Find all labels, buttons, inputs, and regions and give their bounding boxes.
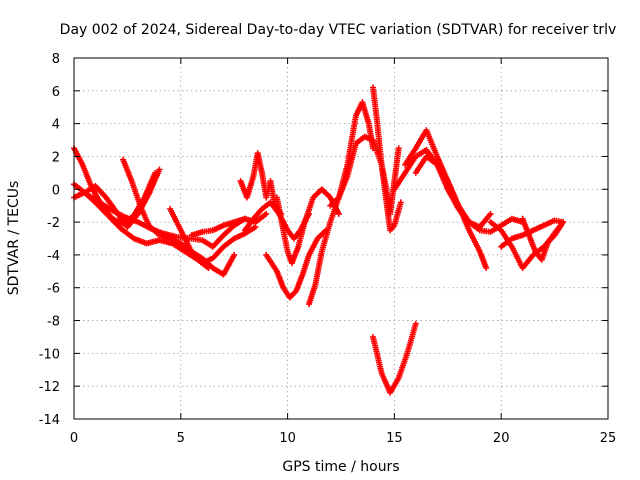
series-markers — [370, 320, 419, 396]
plot-frame — [73, 57, 609, 420]
x-tick-label: 10 — [279, 431, 296, 446]
series-sat-l — [306, 99, 376, 308]
axis-ticks: 0 5 10 15 20 25 -14 -12 -10 -8 -6 -4 -2 0 2 4 6 8 — [39, 52, 617, 446]
y-tick-label: 4 — [52, 118, 60, 133]
x-tick-label: 0 — [70, 431, 78, 446]
series-sat-o — [370, 320, 419, 396]
series-sat-u — [519, 215, 567, 263]
series-sat-r — [412, 153, 526, 235]
chart-title: Day 002 of 2024, Sidereal Day-to-day VTE… — [60, 22, 617, 38]
series-markers — [237, 150, 285, 217]
y-axis-label: SDTVAR / TECUs — [6, 181, 22, 296]
series-sat-k — [273, 186, 342, 267]
y-tick-label: 0 — [52, 183, 60, 198]
y-tick-label: -4 — [47, 249, 60, 264]
data-layer — [71, 84, 567, 396]
series-sat-q — [402, 127, 490, 271]
y-tick-label: 8 — [52, 52, 60, 67]
series-sat-j — [263, 227, 329, 301]
y-tick-label: -2 — [47, 216, 60, 231]
y-tick-label: -10 — [39, 347, 60, 362]
y-tick-label: -6 — [47, 282, 60, 297]
series-markers — [167, 206, 259, 267]
series-markers — [402, 127, 490, 271]
series-markers — [519, 215, 567, 263]
y-tick-label: 2 — [52, 150, 60, 165]
grid — [74, 58, 608, 419]
series-markers — [263, 227, 329, 301]
series-markers — [273, 186, 342, 267]
series-sat-f — [167, 206, 259, 267]
y-tick-label: -14 — [39, 413, 60, 428]
y-tick-label: -12 — [39, 380, 60, 395]
x-tick-label: 15 — [386, 431, 403, 446]
series-markers — [306, 99, 376, 308]
x-tick-label: 20 — [493, 431, 510, 446]
x-axis-label: GPS time / hours — [282, 459, 399, 475]
y-tick-label: 6 — [52, 85, 60, 100]
x-tick-label: 5 — [177, 431, 185, 446]
x-tick-label: 25 — [600, 431, 617, 446]
y-tick-label: -8 — [47, 315, 60, 330]
series-sat-h — [237, 150, 285, 217]
series-markers — [412, 153, 526, 235]
